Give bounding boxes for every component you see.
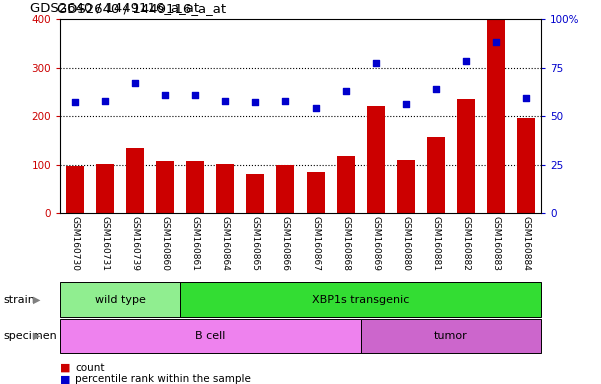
Bar [126,148,144,213]
Bar [487,19,505,213]
Point [311,105,320,111]
Point [401,101,410,107]
Bar [427,137,445,213]
Text: GSM160864: GSM160864 [221,216,230,271]
Bar [397,160,415,213]
Text: GSM160881: GSM160881 [432,216,440,271]
Text: GDS2640 / 1449116_a_at: GDS2640 / 1449116_a_at [57,2,226,15]
Text: ■: ■ [60,374,70,384]
Text: GSM160884: GSM160884 [522,216,530,271]
Text: strain: strain [3,295,35,305]
Bar [276,165,294,213]
Point [491,40,501,46]
Text: percentile rank within the sample: percentile rank within the sample [75,374,251,384]
Text: specimen: specimen [3,331,56,341]
Bar [246,174,264,213]
Text: GSM160883: GSM160883 [492,216,500,271]
Bar [60,282,180,317]
Text: GSM160739: GSM160739 [131,216,139,271]
Point [191,92,200,98]
Text: GSM160882: GSM160882 [462,216,470,271]
Text: GSM160880: GSM160880 [401,216,410,271]
Point [221,98,230,104]
Point [100,98,110,104]
Point [70,99,80,105]
Text: GSM160866: GSM160866 [281,216,290,271]
Point [521,95,531,101]
Bar [216,164,234,213]
Bar [66,166,84,213]
Text: GSM160731: GSM160731 [101,216,109,271]
Text: wild type: wild type [95,295,145,305]
Point [160,92,170,98]
Text: GSM160869: GSM160869 [371,216,380,271]
Bar [307,172,325,213]
Point [281,98,290,104]
Bar [361,319,541,353]
Text: GSM160730: GSM160730 [71,216,79,271]
Bar [517,118,535,213]
Text: ■: ■ [60,363,70,373]
Text: GSM160861: GSM160861 [191,216,200,271]
Text: ▶: ▶ [33,295,40,305]
Point [130,80,140,86]
Point [251,99,260,105]
Text: GSM160860: GSM160860 [161,216,169,271]
Bar [180,282,541,317]
Bar [96,164,114,213]
Text: GSM160865: GSM160865 [251,216,260,271]
Point [431,86,441,92]
Bar [156,161,174,213]
Text: GSM160868: GSM160868 [341,216,350,271]
Text: tumor: tumor [434,331,468,341]
Point [341,88,350,94]
Text: B cell: B cell [195,331,225,341]
Text: GDS2640 / 1449116_a_at: GDS2640 / 1449116_a_at [30,1,199,14]
Bar [367,106,385,213]
Text: ▶: ▶ [33,331,40,341]
Bar [186,161,204,213]
Text: count: count [75,363,105,373]
Bar [337,156,355,213]
Point [371,60,380,66]
Text: XBP1s transgenic: XBP1s transgenic [312,295,409,305]
Bar [457,99,475,213]
Point [461,58,471,64]
Text: GSM160867: GSM160867 [311,216,320,271]
Bar [60,319,361,353]
